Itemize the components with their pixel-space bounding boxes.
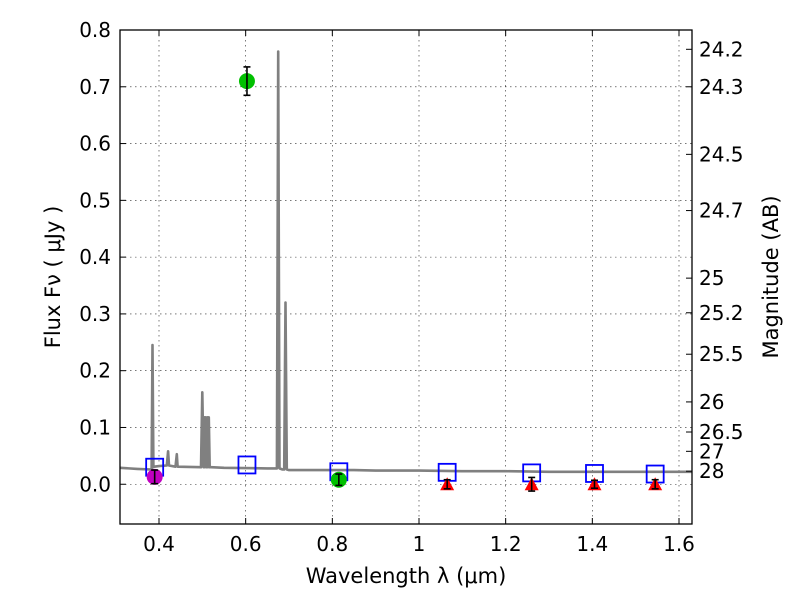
y2-tick-label: 28 bbox=[699, 459, 724, 483]
y-tick-label: 0.7 bbox=[79, 75, 111, 99]
y2-tick-label: 26.5 bbox=[699, 420, 744, 444]
y-tick-label: 0.0 bbox=[79, 472, 111, 496]
y2-tick-label: 25.2 bbox=[699, 301, 744, 325]
y-tick-label: 0.3 bbox=[79, 302, 111, 326]
spectrum-line bbox=[120, 50, 692, 474]
x-tick-label: 1.2 bbox=[490, 532, 522, 556]
y-tick-label: 0.6 bbox=[79, 132, 111, 156]
y-tick-label: 0.5 bbox=[79, 188, 111, 212]
x-tick-label: 0.6 bbox=[230, 532, 262, 556]
x-tick-label: 0.8 bbox=[316, 532, 348, 556]
y2-tick-label: 27 bbox=[699, 439, 724, 463]
y2-tick-label: 24.3 bbox=[699, 75, 744, 99]
y2-tick-label: 24.7 bbox=[699, 199, 744, 223]
y2-tick-label: 25.5 bbox=[699, 342, 744, 366]
y2-tick-label: 24.5 bbox=[699, 142, 744, 166]
y-tick-label: 0.1 bbox=[79, 415, 111, 439]
y2-tick-label: 25 bbox=[699, 266, 724, 290]
y2-tick-label: 24.2 bbox=[699, 37, 744, 61]
y-tick-label: 0.2 bbox=[79, 359, 111, 383]
ticks: 0.4 0.6 0.8 1 1.2 1.4 1.6 0.0 0.1 0.2 0.3 0.4 0.5 0.6… bbox=[79, 18, 743, 556]
x-tick-label: 1.4 bbox=[576, 532, 608, 556]
y-axis-label: Flux Fν ( μJy ) bbox=[41, 206, 65, 349]
data-marks bbox=[120, 50, 692, 492]
x-tick-label: 0.4 bbox=[143, 532, 175, 556]
x-axis-label: Wavelength λ (μm) bbox=[306, 564, 507, 588]
y2-tick-label: 26 bbox=[699, 390, 724, 414]
y-tick-label: 0.8 bbox=[79, 18, 111, 42]
y2-axis-label: Magnitude (AB) bbox=[759, 195, 783, 358]
model-photometry-square bbox=[237, 455, 257, 475]
x-tick-label: 1.6 bbox=[663, 532, 695, 556]
plot-border bbox=[119, 29, 693, 525]
plot-frame bbox=[119, 29, 693, 525]
x-tick-label: 1 bbox=[413, 532, 426, 556]
y-tick-label: 0.4 bbox=[79, 245, 111, 269]
